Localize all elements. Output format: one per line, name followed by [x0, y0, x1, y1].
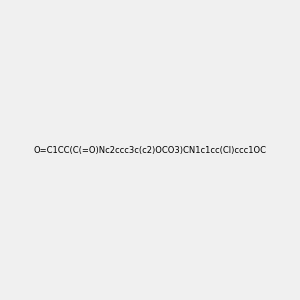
Text: O=C1CC(C(=O)Nc2ccc3c(c2)OCO3)CN1c1cc(Cl)ccc1OC: O=C1CC(C(=O)Nc2ccc3c(c2)OCO3)CN1c1cc(Cl)…	[34, 146, 266, 154]
